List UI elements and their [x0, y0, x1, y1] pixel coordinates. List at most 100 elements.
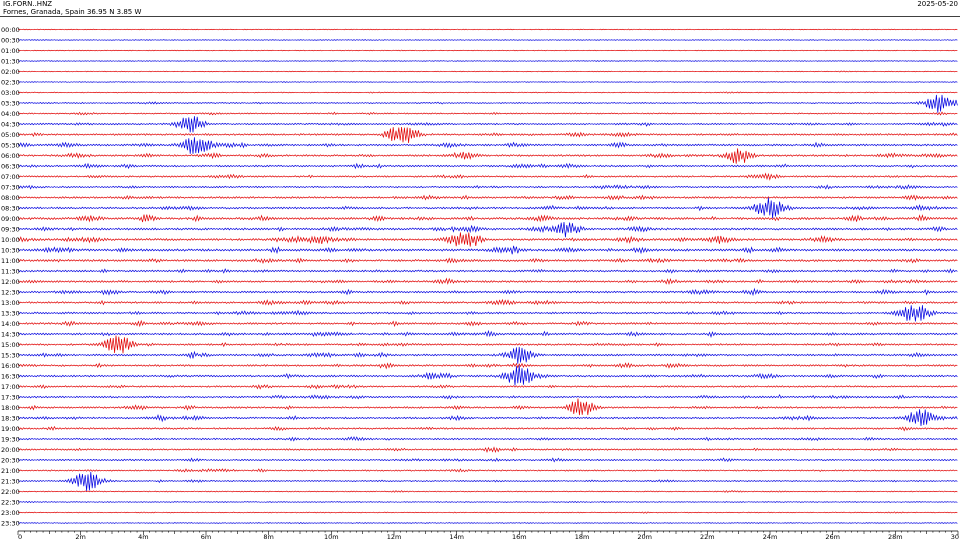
row-label: 18:00 — [1, 404, 20, 412]
trace-row — [17, 471, 958, 491]
station-id: IG.FORN..HNZ — [3, 0, 53, 8]
row-label: 22:30 — [1, 498, 20, 506]
x-tick-label: 30 — [951, 533, 959, 540]
trace-row — [17, 268, 958, 274]
row-label: 03:00 — [1, 89, 20, 97]
trace-row — [17, 398, 958, 416]
row-label: 19:30 — [1, 435, 20, 443]
row-label: 12:00 — [1, 278, 20, 286]
row-label: 09:00 — [1, 215, 20, 223]
row-label: 16:30 — [1, 372, 20, 380]
trace-row — [17, 365, 958, 386]
row-label: 03:30 — [1, 99, 20, 107]
row-label: 13:30 — [1, 309, 20, 317]
row-label: 00:00 — [1, 26, 20, 34]
trace-row — [17, 257, 958, 265]
trace-row — [17, 394, 958, 400]
trace-row — [17, 162, 958, 170]
trace-row — [17, 298, 958, 306]
trace-row — [17, 70, 958, 73]
trace-row — [17, 329, 958, 338]
record-date: 2025-05-20 — [917, 0, 958, 8]
row-label: 04:00 — [1, 110, 20, 118]
trace-row — [17, 436, 958, 442]
x-tick-label: 26m — [825, 533, 840, 540]
row-label: 17:30 — [1, 393, 20, 401]
x-tick-label: 12m — [387, 533, 402, 540]
row-label: 23:00 — [1, 509, 20, 517]
row-label: 16:00 — [1, 362, 20, 370]
row-label: 06:00 — [1, 152, 20, 160]
row-label: 20:30 — [1, 456, 20, 464]
row-label: 12:30 — [1, 288, 20, 296]
row-label: 00:30 — [1, 36, 20, 44]
trace-row — [17, 214, 958, 223]
trace-row — [17, 81, 958, 83]
x-tick-label: 16m — [512, 533, 527, 540]
trace-row — [17, 39, 958, 41]
trace-row — [17, 172, 958, 181]
trace-row — [17, 91, 958, 94]
trace-row — [17, 94, 958, 113]
x-tick-label: 8m — [263, 533, 273, 540]
row-label: 15:30 — [1, 351, 20, 359]
trace-row — [17, 28, 958, 31]
row-label: 07:30 — [1, 183, 20, 191]
row-label: 02:00 — [1, 68, 20, 76]
trace-row — [17, 409, 958, 426]
trace-row — [17, 319, 958, 328]
trace-row — [17, 425, 958, 432]
trace-row — [17, 346, 958, 364]
trace-row — [17, 468, 958, 473]
trace-row — [17, 500, 958, 504]
x-tick-label: 2m — [75, 533, 85, 540]
row-label: 08:00 — [1, 194, 20, 202]
row-label: 14:30 — [1, 330, 20, 338]
row-label: 06:30 — [1, 162, 20, 170]
x-tick-label: 18m — [575, 533, 590, 540]
trace-row — [17, 362, 958, 370]
row-label: 05:00 — [1, 131, 20, 139]
trace-row — [17, 184, 958, 190]
trace-row — [17, 49, 958, 52]
trace-row — [17, 490, 958, 493]
row-label: 23:30 — [1, 519, 20, 527]
row-label: 21:00 — [1, 467, 20, 475]
trace-row — [17, 116, 958, 133]
trace-row — [17, 232, 958, 247]
row-label: 11:30 — [1, 267, 20, 275]
trace-row — [17, 148, 958, 164]
row-label: 18:30 — [1, 414, 20, 422]
trace-row — [17, 457, 958, 463]
row-label: 07:00 — [1, 173, 20, 181]
x-tick-label: 24m — [763, 533, 778, 540]
x-tick-label: 10m — [324, 533, 339, 540]
trace-row — [17, 287, 958, 297]
row-label: 22:00 — [1, 488, 20, 496]
row-label: 19:00 — [1, 425, 20, 433]
row-label: 08:30 — [1, 204, 20, 212]
row-label: 01:00 — [1, 47, 20, 55]
trace-row — [17, 446, 958, 454]
trace-row — [17, 194, 958, 201]
x-tick-label: 4m — [138, 533, 148, 540]
row-label: 17:00 — [1, 383, 20, 391]
row-label: 10:00 — [1, 236, 20, 244]
trace-row — [17, 245, 958, 255]
row-label: 11:00 — [1, 257, 20, 265]
x-tick-label: 28m — [888, 533, 903, 540]
trace-row — [17, 111, 958, 116]
row-label: 10:30 — [1, 246, 20, 254]
x-tick-label: 20m — [637, 533, 652, 540]
row-label: 05:30 — [1, 141, 20, 149]
trace-row — [17, 127, 958, 144]
row-label: 20:00 — [1, 446, 20, 454]
trace-row — [17, 335, 958, 354]
row-label: 09:30 — [1, 225, 20, 233]
row-label: 01:30 — [1, 57, 20, 65]
station-location: Fornes, Granada, Spain 36.95 N 3.85 W — [3, 8, 142, 16]
x-tick-label: 14m — [449, 533, 464, 540]
row-label: 14:00 — [1, 320, 20, 328]
row-label: 15:00 — [1, 341, 20, 349]
